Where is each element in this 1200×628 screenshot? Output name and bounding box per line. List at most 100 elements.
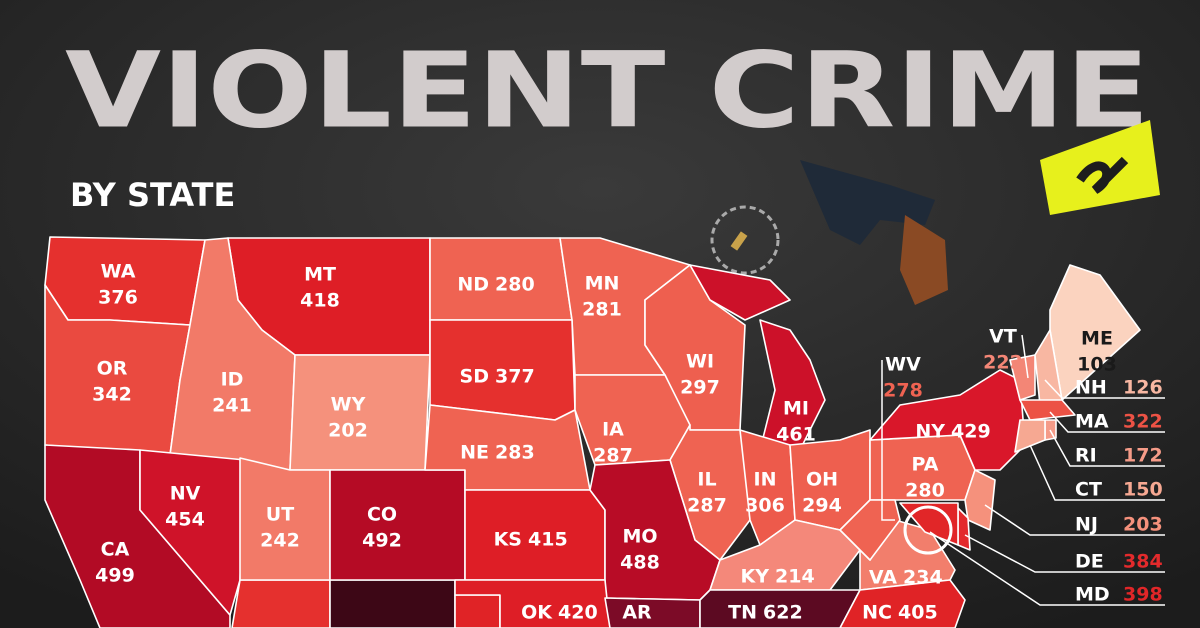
state-abbr: NC bbox=[862, 602, 892, 624]
state-abbr: CA bbox=[101, 539, 130, 561]
state-shape bbox=[839, 499, 901, 561]
evidence-marker bbox=[1040, 120, 1160, 215]
state-value: 294 bbox=[802, 495, 842, 517]
state-value: 418 bbox=[300, 290, 340, 312]
state-abbr: OK bbox=[521, 602, 553, 624]
state-value: 488 bbox=[620, 552, 660, 574]
state-value: 234 bbox=[903, 567, 943, 589]
leader-line bbox=[929, 531, 1165, 606]
state-shape bbox=[329, 469, 466, 581]
state-shape bbox=[839, 579, 966, 628]
labels: WA 376 MT 418 ND 280 MN 281 OR 342 ID 241 WY 202 SD 377… bbox=[92, 261, 1165, 624]
state-value: 376 bbox=[98, 287, 138, 309]
state-shape bbox=[689, 264, 826, 451]
state-value: 420 bbox=[558, 602, 598, 624]
state-shape bbox=[454, 594, 501, 628]
state-abbr: WA bbox=[101, 261, 136, 283]
state-abbr: IL bbox=[697, 469, 716, 491]
state-value: 126 bbox=[1123, 377, 1163, 399]
leader-line bbox=[964, 534, 1165, 573]
state-shape bbox=[1009, 354, 1036, 401]
state-value: 342 bbox=[92, 384, 132, 406]
state-shape bbox=[964, 469, 996, 531]
title: VIOLENT CRIME bbox=[65, 29, 1150, 151]
state-value: 222 bbox=[983, 352, 1023, 374]
state-abbr: PA bbox=[912, 454, 939, 476]
state-value: 283 bbox=[495, 442, 535, 464]
state-value: 398 bbox=[1123, 584, 1163, 606]
state-abbr: MO bbox=[622, 526, 657, 548]
state-abbr: MI bbox=[783, 398, 809, 420]
state-value: 461 bbox=[776, 424, 816, 446]
casing-circle bbox=[710, 205, 780, 275]
leader-line bbox=[1049, 429, 1165, 467]
state-value: 280 bbox=[495, 274, 535, 296]
state-abbr: WI bbox=[686, 351, 714, 373]
state-value: 622 bbox=[763, 602, 803, 624]
state-abbr: SD bbox=[460, 366, 489, 388]
state-value: 377 bbox=[495, 366, 535, 388]
state-abbr: AR bbox=[622, 602, 652, 624]
state-shape bbox=[454, 579, 611, 628]
state-abbr: RI bbox=[1075, 445, 1097, 467]
zoom-circle bbox=[903, 505, 953, 555]
state-abbr: NV bbox=[170, 483, 201, 505]
state-abbr: NY bbox=[915, 421, 945, 443]
state-abbr: KS bbox=[494, 529, 522, 551]
leader-line bbox=[1021, 334, 1029, 379]
leader-line bbox=[881, 360, 895, 521]
state-abbr: CO bbox=[367, 504, 397, 526]
state-value: 415 bbox=[528, 529, 568, 551]
state-abbr: WY bbox=[331, 394, 366, 416]
state-value: 287 bbox=[687, 495, 727, 517]
state-abbr: IN bbox=[754, 469, 777, 491]
state-value: 287 bbox=[593, 445, 633, 467]
state-abbr: UT bbox=[266, 504, 294, 526]
state-value: 429 bbox=[951, 421, 991, 443]
state-value: 281 bbox=[582, 299, 622, 321]
state-value: 280 bbox=[905, 480, 945, 502]
state-abbr: OR bbox=[97, 358, 128, 380]
state-value: 499 bbox=[95, 565, 135, 587]
state-abbr: NJ bbox=[1075, 514, 1098, 536]
casing bbox=[730, 231, 748, 251]
state-abbr: IA bbox=[602, 419, 624, 441]
state-value: 241 bbox=[212, 395, 252, 417]
state-value: 306 bbox=[745, 495, 785, 517]
state-abbr: NH bbox=[1075, 377, 1107, 399]
state-shape bbox=[1014, 419, 1046, 453]
state-value: 278 bbox=[883, 380, 923, 402]
state-shape bbox=[139, 449, 246, 616]
state-value: 172 bbox=[1123, 445, 1163, 467]
state-abbr: MN bbox=[585, 273, 620, 295]
state-shape bbox=[231, 579, 331, 628]
leader-line bbox=[1044, 379, 1165, 399]
state-abbr: TN bbox=[728, 602, 757, 624]
revolver bbox=[800, 160, 948, 305]
state-abbr: VT bbox=[989, 326, 1017, 348]
state-value: 103 bbox=[1077, 354, 1117, 376]
subtitle: BY STATE bbox=[70, 176, 235, 214]
state-shape bbox=[329, 579, 456, 628]
state-abbr: ME bbox=[1081, 328, 1113, 350]
state-abbr: KY bbox=[741, 566, 770, 588]
state-abbr: MT bbox=[304, 264, 336, 286]
unlabeled-states bbox=[231, 579, 501, 628]
leader-line bbox=[984, 504, 1165, 536]
state-value: 405 bbox=[898, 602, 938, 624]
state-value: 202 bbox=[328, 420, 368, 442]
state-value: 384 bbox=[1123, 551, 1163, 573]
state-abbr: NE bbox=[460, 442, 489, 464]
state-value: 492 bbox=[362, 530, 402, 552]
state-value: 297 bbox=[680, 377, 720, 399]
state-abbr: CT bbox=[1075, 479, 1102, 501]
state-shape bbox=[699, 589, 861, 628]
state-value: 242 bbox=[260, 530, 300, 552]
state-shape bbox=[869, 369, 1026, 471]
state-value: 214 bbox=[775, 566, 815, 588]
leader-line bbox=[1049, 411, 1165, 433]
state-shape bbox=[1019, 399, 1076, 421]
state-abbr: WV bbox=[885, 354, 921, 376]
leader-line bbox=[1029, 444, 1165, 501]
